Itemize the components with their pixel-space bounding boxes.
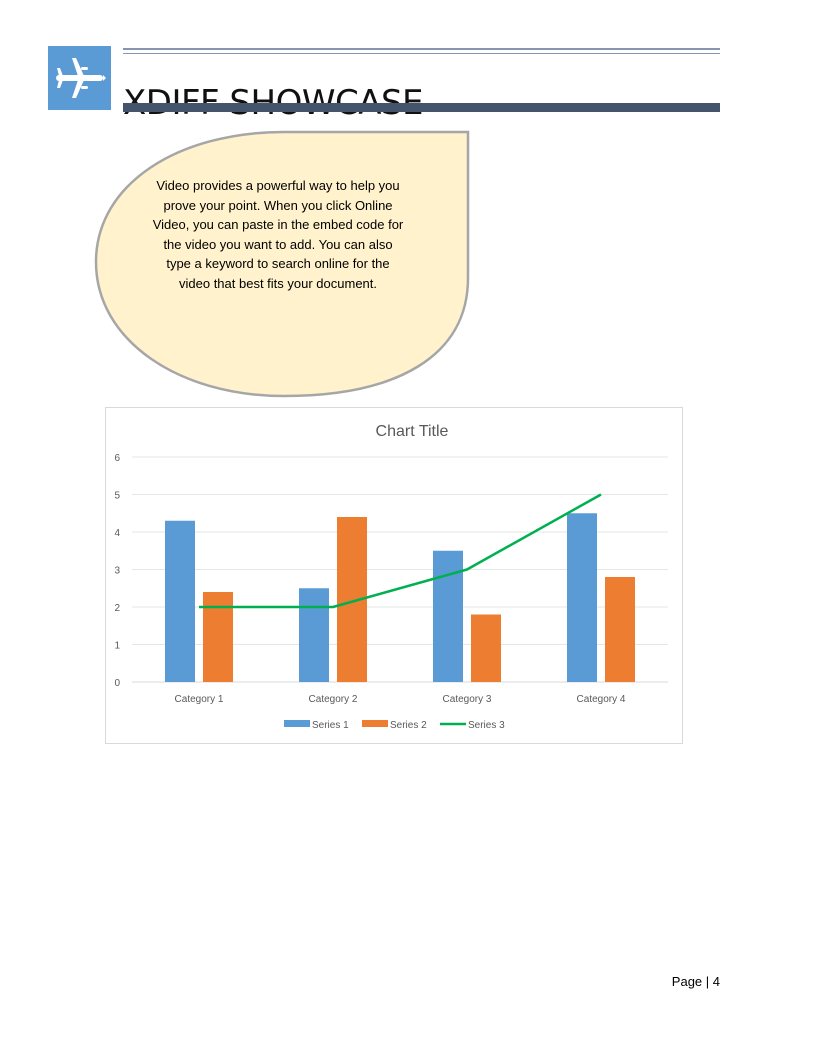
callout-text: Video provides a powerful way to help yo… <box>152 178 404 291</box>
bar <box>605 577 635 682</box>
bar <box>471 614 501 682</box>
y-tick-label: 2 <box>114 603 120 614</box>
header-rule-bar <box>123 103 720 112</box>
chart-frame: Chart Title 0 1 2 3 4 5 6 Category 1 Category 2 Ca… <box>105 407 683 744</box>
y-tick-label: 1 <box>114 641 120 652</box>
document-title: XDIFF SHOWCASE <box>123 81 424 125</box>
x-tick-label: Category 2 <box>309 694 358 705</box>
bar <box>299 588 329 682</box>
x-tick-label: Category 1 <box>175 694 224 705</box>
y-tick-label: 3 <box>114 566 120 577</box>
y-tick-label: 0 <box>114 678 120 689</box>
x-tick-label: Category 3 <box>443 694 492 705</box>
legend-label: Series 3 <box>468 720 505 731</box>
y-tick-label: 4 <box>114 528 120 539</box>
callout-shape <box>94 130 470 398</box>
y-tick-label: 6 <box>114 453 120 464</box>
legend-swatch <box>362 720 388 727</box>
bar <box>203 592 233 682</box>
legend-label: Series 2 <box>390 720 427 731</box>
logo-tile <box>48 46 111 110</box>
legend-swatch <box>284 720 310 727</box>
airplane-icon <box>56 58 106 98</box>
page-number: Page | 4 <box>671 974 720 989</box>
bar <box>433 550 463 682</box>
bar <box>165 520 195 682</box>
legend-label: Series 1 <box>312 720 349 731</box>
header-rule-top <box>123 48 720 50</box>
bar-line-chart: Chart Title 0 1 2 3 4 5 6 Category 1 Category 2 Ca… <box>114 423 668 731</box>
header-rule-second <box>123 53 720 54</box>
y-tick-label: 5 <box>114 491 120 502</box>
chart-title: Chart Title <box>376 423 449 440</box>
x-tick-label: Category 4 <box>577 694 626 705</box>
bar <box>567 513 597 682</box>
series-line <box>199 493 602 609</box>
